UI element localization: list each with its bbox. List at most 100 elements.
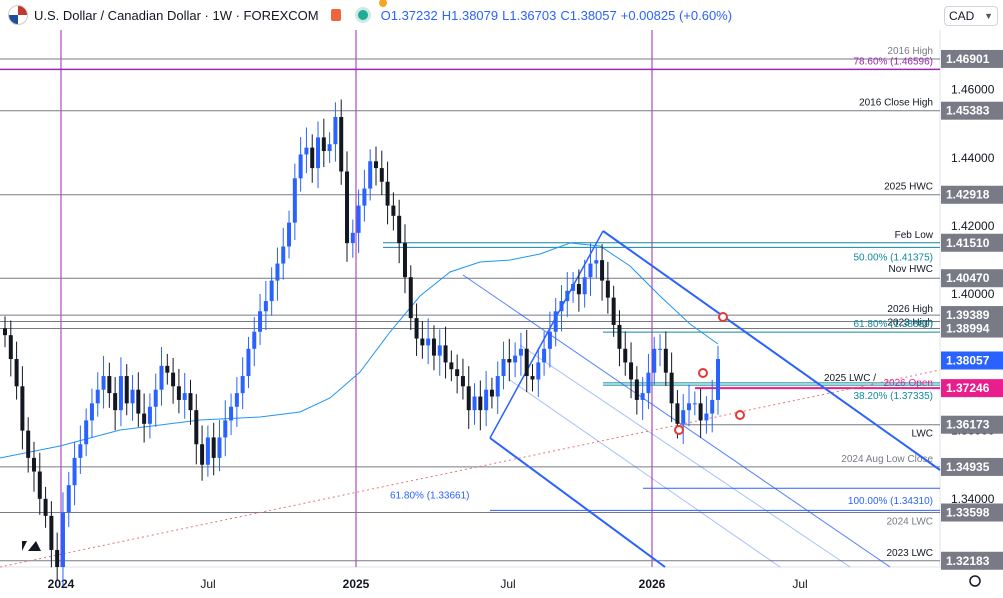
candle-body (20, 386, 25, 431)
price-tag (941, 233, 1003, 252)
price-tag-label: 1.33598 (946, 506, 990, 520)
candle-body (246, 348, 251, 377)
candle-body (704, 413, 709, 421)
candle-body (466, 386, 471, 411)
candle-body (124, 376, 129, 404)
chevron-down-icon: ▼ (984, 11, 993, 21)
candle-body (113, 393, 118, 411)
candle-body (437, 345, 442, 356)
candle-body (339, 116, 344, 172)
candle-body (333, 116, 338, 145)
moving-average-line (0, 242, 719, 459)
settings-icon (969, 575, 981, 587)
candle-body (147, 406, 152, 424)
candle-body (217, 437, 222, 458)
level-label: 61.80% (1.33661) (390, 490, 470, 501)
candle-body (55, 549, 60, 567)
candle-body (675, 403, 680, 424)
candle-body (345, 171, 350, 244)
candle-body (78, 444, 83, 458)
low-value: L1.36703 (502, 7, 557, 23)
candle-body (263, 301, 268, 312)
trendline-dotted (0, 369, 941, 568)
price-tag-label: 1.37246 (946, 381, 990, 395)
alert-icon[interactable] (330, 9, 341, 21)
candle-body (716, 359, 720, 400)
candle-body (188, 393, 193, 411)
level-label: 2025 LWC / (824, 373, 876, 384)
candle-body (431, 338, 436, 356)
price-tag-label: 1.36173 (946, 418, 990, 432)
candle-body (49, 515, 54, 550)
candle-body (26, 430, 31, 458)
chart-header: U.S. Dollar / Canadian Dollar · 1W · FOR… (0, 0, 940, 30)
y-tick-label: 1.46000 (951, 83, 995, 97)
candle-body (258, 311, 263, 332)
candle-body (449, 362, 454, 370)
candle-body (3, 328, 7, 336)
candle-body (95, 389, 100, 404)
candle-body (142, 413, 147, 424)
level-label: 2024 Aug Low Close (841, 454, 933, 465)
candle-body (281, 246, 286, 264)
candle-body (623, 348, 628, 363)
candle-body (681, 410, 686, 424)
candle-body (275, 263, 280, 281)
candle-body (530, 376, 535, 380)
candle-body (518, 348, 523, 356)
candle-body (391, 205, 396, 216)
price-tag (941, 379, 1003, 398)
candle-body (629, 362, 634, 380)
price-tag (941, 319, 1003, 338)
candle-body (234, 393, 239, 407)
price-tag-label: 1.45383 (946, 104, 990, 118)
candle-body (316, 137, 321, 169)
level-label: Nov HWC (889, 264, 933, 275)
price-tag (941, 457, 1003, 476)
candle-body (507, 359, 512, 363)
channel-lower (489, 437, 666, 568)
level-label: 38.20% (1.37335) (853, 391, 933, 402)
x-tick-label: 2025 (343, 577, 370, 591)
currency-select[interactable]: CAD ▼ (944, 6, 998, 26)
candle-body (495, 376, 500, 397)
x-tick-label: 2024 (48, 577, 75, 591)
candle-body (460, 376, 465, 387)
candle-body (634, 379, 639, 400)
candle-body (588, 263, 593, 278)
price-tag (941, 351, 1003, 370)
x-tick-label: Jul (200, 577, 215, 591)
candle-body (489, 389, 494, 397)
fork-line (519, 344, 851, 568)
candle-body (327, 144, 332, 152)
level-label: 2026 High (887, 304, 933, 315)
level-label: 2024 LWC (886, 517, 933, 528)
candle-body (211, 437, 216, 458)
candle-body (321, 137, 326, 152)
candle-body (292, 178, 297, 223)
candle-body (600, 260, 605, 281)
event-marker (379, 0, 387, 7)
signal-marker (735, 410, 745, 420)
level-label: Feb Low (895, 230, 934, 241)
level-label: 100.00% (1.34310) (848, 496, 933, 507)
candle-body (182, 393, 187, 400)
level-label: 2016 Close High (859, 98, 933, 109)
level-label: 61.80% (1.38889) (853, 319, 933, 330)
price-tag (941, 101, 1003, 120)
candle-body (426, 338, 431, 346)
candle-body (101, 376, 106, 390)
symbol-title[interactable]: U.S. Dollar / Canadian Dollar · 1W · FOR… (34, 7, 319, 23)
candle-body (687, 403, 692, 411)
price-tag-label: 1.32183 (946, 554, 990, 568)
candle-body (356, 205, 361, 233)
candle-body (298, 154, 303, 179)
candle-body (165, 365, 170, 373)
price-tag (941, 269, 1003, 288)
candle-body (414, 318, 419, 339)
level-label: 2023 LWC (886, 548, 933, 559)
price-tag-label: 1.39389 (946, 308, 990, 322)
candle-body (397, 215, 402, 244)
